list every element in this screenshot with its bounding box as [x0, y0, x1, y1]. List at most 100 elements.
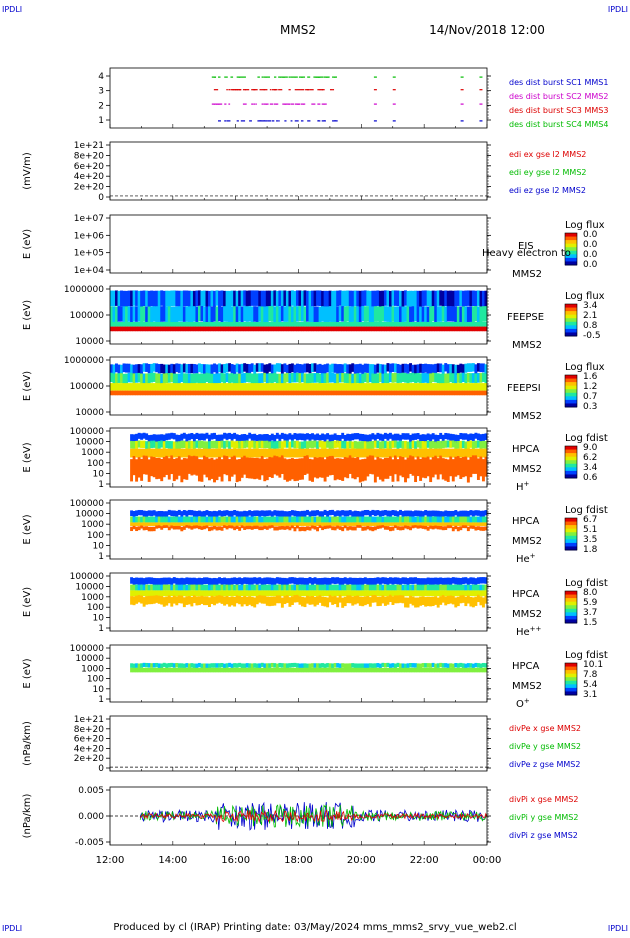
spectrogram-cell	[416, 440, 420, 448]
spectrogram-cell	[346, 663, 350, 669]
spectrogram-cell	[177, 363, 181, 373]
spectrogram-cell	[130, 459, 134, 482]
spectrogram-cell	[263, 522, 267, 526]
colorbar-segment	[565, 325, 577, 330]
spectrogram-cell	[346, 321, 350, 327]
spectrogram-cell	[376, 373, 380, 384]
spectrogram-cell	[394, 522, 397, 526]
spectrogram-cell	[130, 522, 134, 526]
spectrogram-cell	[311, 326, 314, 332]
spectrogram-cell	[293, 584, 297, 591]
spectrogram-cell	[371, 522, 375, 526]
spectrogram-cell	[140, 321, 144, 327]
spectrogram-cell	[137, 372, 141, 383]
spectrogram-cell	[333, 516, 337, 523]
spectrogram-cell	[471, 290, 475, 307]
spectrogram-cell	[343, 667, 347, 673]
spectrogram-cell	[358, 363, 362, 373]
spectrogram-cell	[358, 596, 362, 606]
spectrogram-cell	[338, 448, 342, 458]
spectrogram-cell	[220, 595, 224, 604]
spectrogram-cell	[461, 522, 465, 526]
spectrogram-cell	[383, 457, 387, 479]
spectrogram-cell	[230, 510, 234, 517]
spectrogram-cell	[399, 321, 402, 327]
spectrogram-cell	[414, 326, 418, 332]
spectrogram-cell	[122, 390, 126, 396]
spectrogram-cell	[127, 326, 131, 332]
spectrogram-cell	[152, 584, 156, 591]
spectrogram-cell	[240, 667, 244, 673]
spectrogram-cell	[424, 321, 428, 327]
spectrogram-cell	[180, 383, 184, 391]
spectrogram-cell	[381, 383, 385, 391]
spectrogram-cell	[459, 321, 463, 327]
spectrogram-cell	[293, 326, 297, 332]
spectrogram-cell	[421, 373, 425, 383]
spectrogram-cell	[160, 596, 164, 605]
spectrogram-cell	[441, 663, 445, 668]
spectrogram-cell	[200, 433, 204, 441]
spectrogram-cell	[346, 510, 350, 517]
spectrogram-cell	[295, 510, 299, 518]
spectrogram-cell	[145, 522, 149, 526]
spectrogram-cell	[328, 510, 332, 516]
spectrogram-cell	[456, 434, 460, 444]
spectrogram-cell	[336, 597, 340, 608]
spectrogram-cell	[464, 510, 468, 517]
spectrogram-cell	[306, 522, 309, 526]
spectrogram-cell	[341, 577, 345, 586]
spectrogram-cell	[233, 510, 237, 516]
spectrogram-cell	[182, 458, 186, 480]
spectrogram-cell	[213, 663, 216, 668]
spectrogram-cell	[220, 440, 224, 448]
spectrogram-cell	[258, 448, 262, 458]
spectrogram-cell	[295, 383, 299, 391]
spectrogram-cell	[346, 578, 350, 586]
legend-entry: des dist burst SC3 MMS3	[509, 106, 608, 115]
burst-mark	[294, 76, 298, 78]
spectrogram-cell	[202, 455, 206, 475]
spectrogram-cell	[306, 433, 309, 440]
spectrogram-cell	[218, 663, 221, 668]
spectrogram-cell	[135, 448, 139, 458]
spectrogram-cell	[469, 510, 473, 516]
spectrogram-cell	[130, 383, 134, 391]
spectrogram-cell	[152, 440, 156, 448]
spectrogram-cell	[275, 448, 279, 458]
spectrogram-cell	[137, 590, 141, 597]
spectrogram-cell	[429, 321, 433, 327]
spectrogram-cell	[439, 390, 443, 396]
spectrogram-cell	[363, 516, 367, 523]
spectrogram-cell	[162, 290, 166, 307]
colorbar-tick-label: 3.4	[583, 463, 598, 473]
spectrogram-cell	[391, 290, 395, 306]
spectrogram-cell	[316, 326, 320, 332]
spectrogram-cell	[190, 456, 194, 476]
spectrogram-cell	[180, 595, 184, 604]
spectrogram-cell	[461, 306, 465, 323]
burst-mark	[263, 89, 268, 91]
spectrogram-cell	[454, 456, 458, 477]
burst-mark	[300, 76, 306, 78]
spectrogram-cell	[152, 326, 156, 332]
spectrogram-cell	[303, 373, 307, 384]
spectrogram-cell	[454, 390, 458, 396]
spectrogram-cell	[404, 510, 407, 517]
spectrogram-cell	[353, 577, 357, 586]
spectrogram-cell	[441, 390, 445, 396]
spectrogram-cell	[416, 306, 420, 323]
spectrogram-cell	[414, 321, 418, 327]
colorbar-segment	[565, 318, 577, 323]
spectrogram-cell	[414, 290, 418, 307]
spectrogram-cell	[426, 364, 430, 374]
spectrogram-cell	[167, 433, 171, 440]
spectrogram-cell	[479, 363, 483, 373]
spectrogram-cell	[137, 577, 141, 585]
y-axis-label: E (eV)	[22, 371, 33, 401]
spectrogram-cell	[476, 383, 480, 391]
spectrogram-cell	[343, 390, 347, 396]
spectrogram-cell	[220, 434, 224, 443]
x-tick-label: 20:00	[347, 855, 376, 866]
spectrogram-cell	[190, 596, 194, 607]
